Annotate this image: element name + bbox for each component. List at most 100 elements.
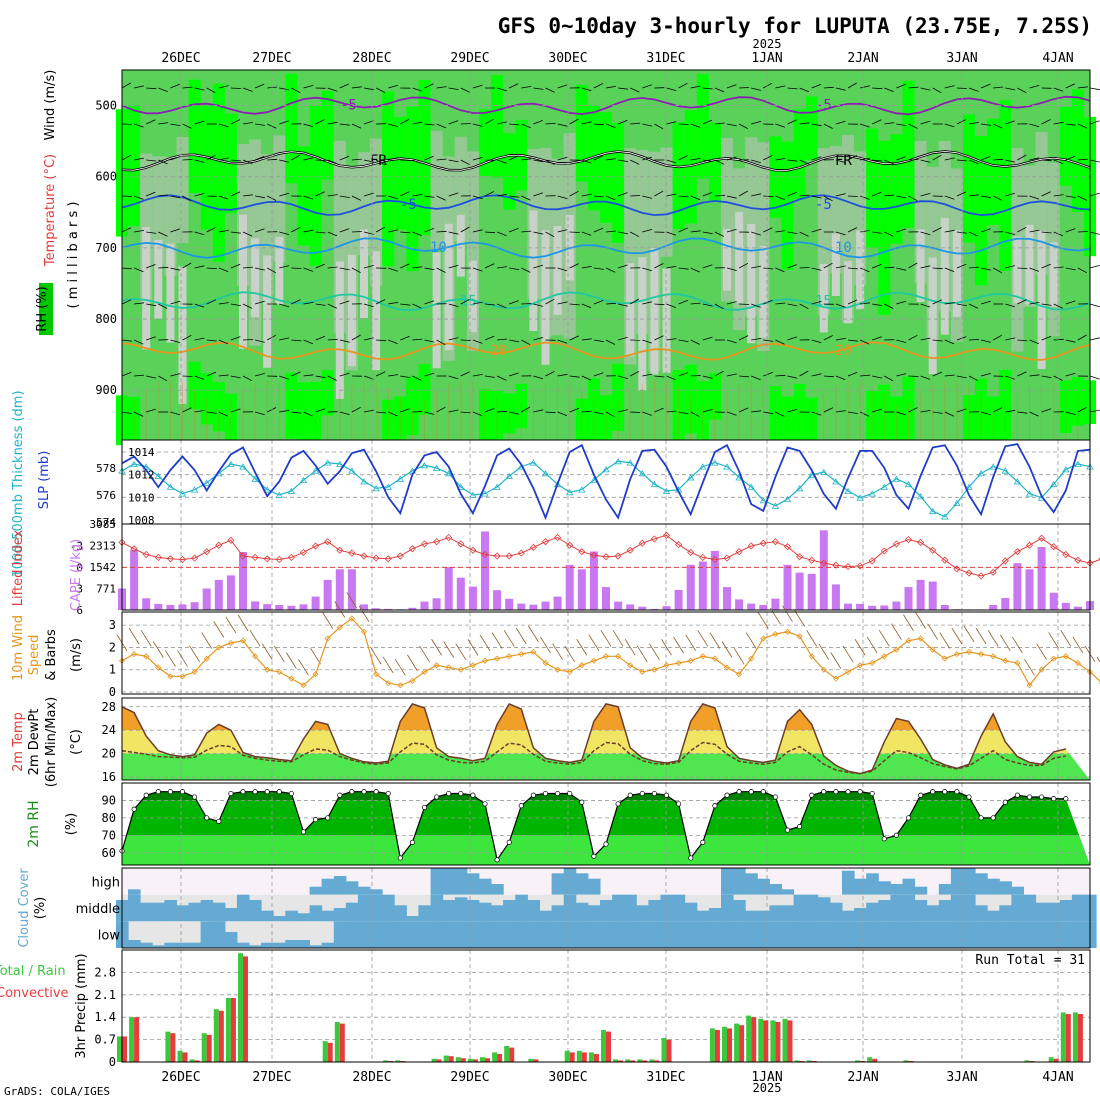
wind-barb xyxy=(617,192,628,197)
rh-cell xyxy=(793,108,806,199)
li-marker xyxy=(844,563,852,571)
li-marker xyxy=(312,542,320,550)
li-marker xyxy=(699,553,707,561)
precip-convective-bar xyxy=(206,1034,212,1062)
thickness-marker xyxy=(614,458,622,465)
cloud-bar xyxy=(902,878,916,895)
wind-barb xyxy=(806,630,818,647)
cape-bar xyxy=(517,603,526,610)
rh-marker xyxy=(1002,799,1008,805)
cloud-bar xyxy=(1035,902,1049,922)
y-tick-label-right: 1014 xyxy=(128,446,155,459)
wind-barb xyxy=(557,411,568,416)
rh-marker xyxy=(954,789,960,795)
cloud-bar xyxy=(890,894,903,922)
precip-total-bar xyxy=(201,1033,207,1062)
wind-barb xyxy=(388,339,398,344)
rh-marker xyxy=(712,803,718,809)
wind-marker xyxy=(639,668,646,675)
precip-total-bar xyxy=(782,1018,788,1062)
cloud-bar xyxy=(321,878,335,895)
wind-barb xyxy=(763,195,774,198)
cloud-bar xyxy=(539,910,553,922)
wind-barb xyxy=(315,375,326,379)
wind-barb xyxy=(436,406,446,413)
rh-cell xyxy=(128,105,141,227)
wind-barb xyxy=(811,123,822,127)
wind-barb xyxy=(545,231,555,238)
li-marker xyxy=(251,553,259,561)
temp-axis-label: 2m DewPt xyxy=(27,709,42,776)
wind-barb xyxy=(1077,158,1088,161)
rh-marker xyxy=(325,815,331,821)
wind-barb xyxy=(230,191,241,197)
wind-barb xyxy=(388,374,399,377)
thickness-marker xyxy=(820,468,828,475)
precip-total-bar xyxy=(492,1052,498,1062)
wind-barb xyxy=(194,410,205,413)
thickness-marker xyxy=(759,497,768,504)
wind-barb xyxy=(564,645,576,663)
rh-marker xyxy=(300,829,307,835)
wind-barb xyxy=(666,159,677,164)
rh-cell xyxy=(406,106,419,272)
cloud-bar xyxy=(829,921,843,948)
wind-barb xyxy=(1005,87,1016,91)
wind-barb xyxy=(557,84,568,89)
precip-total-bar xyxy=(867,1057,873,1062)
wind-barb xyxy=(835,120,846,125)
wind-barb xyxy=(642,229,653,233)
wind-barb xyxy=(738,262,749,269)
li-marker xyxy=(239,552,247,560)
precip-convective-bar xyxy=(448,1056,454,1062)
wind-barb xyxy=(1089,87,1100,91)
cloud-bar xyxy=(454,897,468,922)
cloud-bar xyxy=(370,921,383,948)
wind-barb xyxy=(968,122,979,125)
wind-barb xyxy=(230,303,241,306)
wind-barb xyxy=(678,123,689,125)
cloud-bar xyxy=(164,942,177,948)
temp-axis-label: 2m Temp xyxy=(11,712,26,772)
rh-cell xyxy=(263,255,272,368)
precip-total-bar xyxy=(225,998,231,1062)
wind-barb xyxy=(134,85,144,89)
cloud-bar xyxy=(503,900,516,922)
rh-cell xyxy=(297,146,310,246)
rh-legend-swatch xyxy=(39,283,53,335)
wind-barb xyxy=(751,375,761,381)
rh-marker xyxy=(760,789,766,795)
y-tick-label-left: 0 xyxy=(76,561,83,574)
cloud-bar xyxy=(128,894,141,922)
precip-total-bar xyxy=(625,1059,631,1062)
li-marker xyxy=(711,555,719,564)
cloud-bar xyxy=(950,894,964,922)
cloud-bar xyxy=(817,921,831,948)
cape-bar xyxy=(239,552,247,610)
cape-bar xyxy=(795,572,804,610)
wind-speed-line xyxy=(121,617,1100,687)
wind-barb xyxy=(823,375,834,378)
wind-barb xyxy=(460,123,471,125)
wind-barb xyxy=(605,230,616,233)
wind-barb xyxy=(944,339,955,345)
wind-barb xyxy=(1065,339,1076,343)
wind-barb xyxy=(956,375,967,379)
wind-barb xyxy=(315,303,326,306)
wind-barb xyxy=(751,338,762,341)
li-marker xyxy=(142,550,150,559)
wind-marker xyxy=(881,653,888,660)
cloud-bar xyxy=(866,873,879,895)
wind-barb xyxy=(460,371,470,377)
wind-barb xyxy=(533,409,544,413)
wind-barb xyxy=(375,87,386,93)
wind-barb xyxy=(448,231,459,235)
wind-barb xyxy=(1005,192,1016,197)
wind-marker xyxy=(421,668,428,675)
wind-barb xyxy=(351,158,362,161)
y-tick-label: 20 xyxy=(102,747,116,761)
wind-barb xyxy=(242,375,252,382)
y-tick-label: 16 xyxy=(102,770,116,784)
wind-barb xyxy=(412,121,423,125)
